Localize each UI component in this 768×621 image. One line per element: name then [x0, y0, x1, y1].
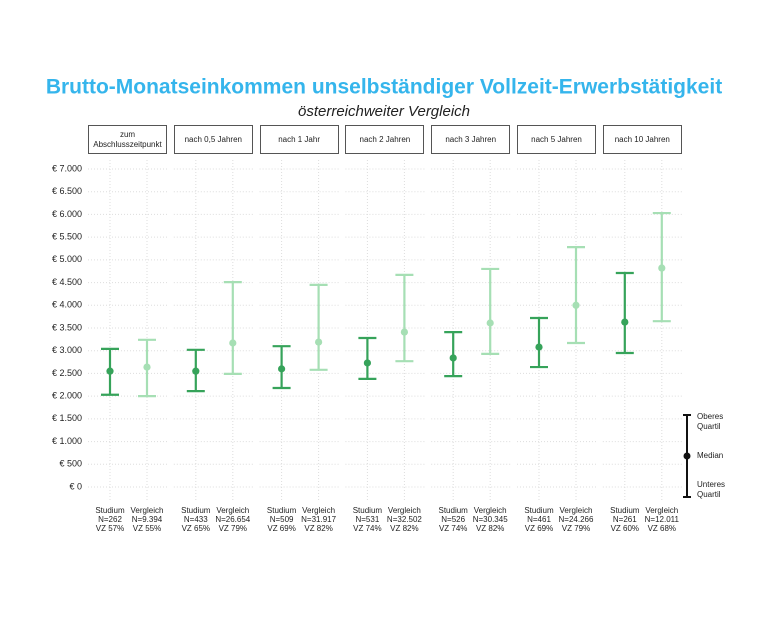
facet-label: nach 3 Jahren — [431, 125, 511, 154]
series-label: Studium — [266, 506, 297, 515]
vz-label: VZ 79% — [561, 524, 591, 533]
n-label: N=9.394 — [131, 515, 163, 524]
n-label: N=24.266 — [558, 515, 594, 524]
vz-label: VZ 82% — [390, 524, 419, 533]
median-dot — [143, 363, 151, 371]
chart-subtitle: österreichweiter Vergleich — [298, 103, 470, 120]
chart-title: Brutto-Monatseinkommen unselbständiger V… — [46, 76, 722, 99]
n-label: N=461 — [527, 515, 551, 524]
n-label: N=261 — [612, 515, 637, 524]
median-dot — [621, 318, 629, 326]
vz-label: VZ 74% — [353, 524, 382, 533]
vz-label: VZ 74% — [438, 524, 468, 533]
y-tick-label: € 5.500 — [52, 232, 82, 242]
y-tick-label: € 4.500 — [52, 277, 82, 287]
vz-label: VZ 82% — [475, 524, 505, 533]
median-dot — [400, 328, 408, 336]
series-label: Vergleich — [645, 506, 679, 515]
median-dot — [192, 367, 200, 375]
vz-label: VZ 65% — [181, 524, 211, 533]
median-dot — [486, 319, 494, 327]
n-label: N=30.345 — [472, 515, 508, 524]
y-tick-label: € 6.000 — [52, 209, 82, 219]
n-label: N=262 — [98, 515, 122, 524]
facet-label: nach 1 Jahr — [259, 125, 339, 154]
n-label: N=509 — [269, 515, 294, 524]
series-label: Studium — [524, 506, 554, 515]
median-dot — [106, 367, 114, 375]
legend-lower: Unteres Quartil — [697, 480, 726, 499]
series-label: Vergleich — [216, 506, 250, 515]
facet-label: nach 0,5 Jahren — [173, 125, 253, 154]
series-label: Vergleich — [130, 506, 164, 515]
y-tick-label: € 2.500 — [52, 368, 82, 378]
y-tick-label: € 1.000 — [52, 436, 82, 446]
series-label: Vergleich — [302, 506, 336, 515]
median-dot — [449, 354, 457, 362]
n-label: N=26.654 — [215, 515, 251, 524]
y-tick-label: € 1.500 — [52, 413, 82, 423]
y-tick-label: € 3.500 — [52, 322, 82, 332]
facet-label: nach 5 Jahren — [517, 125, 596, 154]
vz-label: VZ 69% — [267, 524, 296, 533]
y-tick-label: € 7.000 — [52, 163, 82, 173]
series-label: Vergleich — [387, 506, 421, 515]
vz-label: VZ 57% — [95, 524, 125, 533]
legend-upper: Oberes Quartil — [697, 412, 724, 431]
n-label: N=12.011 — [644, 515, 679, 524]
n-label: N=32.502 — [386, 515, 422, 524]
y-tick-label: € 2.000 — [52, 391, 82, 401]
median-dot — [278, 365, 286, 373]
legend-median: Median — [697, 451, 724, 460]
series-label: Studium — [95, 506, 125, 515]
vz-label: VZ 68% — [647, 524, 677, 533]
n-label: N=433 — [183, 515, 208, 524]
vz-label: VZ 82% — [304, 524, 333, 533]
series-label: Studium — [610, 506, 640, 515]
median-dot — [315, 338, 323, 346]
n-label: N=31.917 — [301, 515, 337, 524]
median-dot — [572, 301, 580, 309]
series-label: Studium — [352, 506, 383, 515]
vz-label: VZ 55% — [132, 524, 162, 533]
median-dot — [535, 343, 543, 351]
series-label: Vergleich — [473, 506, 507, 515]
series-label: Studium — [181, 506, 211, 515]
vz-label: VZ 60% — [610, 524, 640, 533]
facet-label: nach 10 Jahren — [602, 125, 682, 154]
vz-label: VZ 69% — [524, 524, 554, 533]
facet-label: nach 2 Jahren — [345, 125, 425, 154]
y-tick-label: € 3.000 — [52, 345, 82, 355]
n-label: N=526 — [441, 515, 466, 524]
series-label: Vergleich — [559, 506, 593, 515]
y-tick-label: € 0 — [69, 481, 82, 491]
y-tick-label: € 4.000 — [52, 300, 82, 310]
median-dot — [229, 339, 237, 347]
legend-dot — [683, 452, 691, 460]
median-dot — [363, 359, 371, 367]
median-dot — [658, 264, 666, 272]
n-label: N=531 — [355, 515, 380, 524]
vz-label: VZ 79% — [218, 524, 248, 533]
y-tick-label: € 6.500 — [52, 186, 82, 196]
y-tick-label: € 5.000 — [52, 254, 82, 264]
facet-label: zum Abschlusszeitpunkt — [88, 125, 167, 154]
series-label: Studium — [438, 506, 468, 515]
y-tick-label: € 500 — [59, 459, 82, 469]
